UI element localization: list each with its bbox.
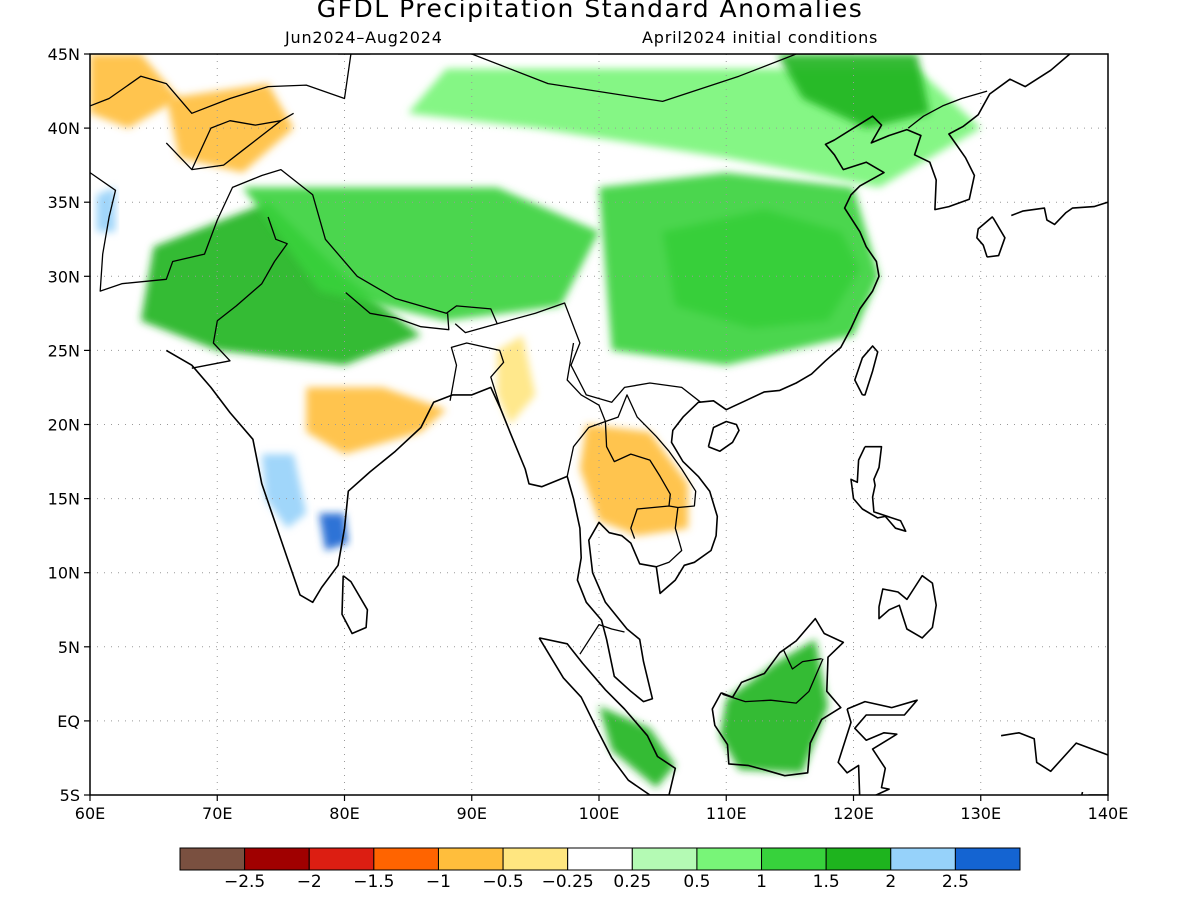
colorbar-label: −0.25 bbox=[542, 872, 594, 892]
country-border bbox=[338, 54, 854, 103]
coastline bbox=[538, 637, 677, 795]
anomaly-region-11 bbox=[90, 54, 180, 129]
coastline bbox=[341, 575, 369, 635]
colorbar-label: 2.5 bbox=[942, 872, 969, 892]
anomaly-region-8 bbox=[261, 454, 307, 529]
lat-tick-label: EQ bbox=[57, 712, 80, 731]
colorbar-label: 1 bbox=[756, 872, 767, 892]
lat-tick-label: 45N bbox=[48, 45, 80, 64]
colorbar-label: 2 bbox=[885, 872, 896, 892]
colorbar-label: −1 bbox=[426, 872, 451, 892]
country-border bbox=[165, 120, 282, 171]
country-border bbox=[782, 649, 822, 670]
colorbar-swatch bbox=[825, 847, 892, 871]
anomaly-region-7 bbox=[579, 424, 689, 536]
colorbar: −2.5 −2 −1.5 −1 −0.5 −0.25 0.25 0.5 1 1.5 2 2.5 bbox=[179, 847, 1021, 892]
coastline bbox=[711, 617, 845, 777]
colorbar-label: 1.5 bbox=[813, 872, 840, 892]
coastline bbox=[165, 54, 1071, 703]
colorbar-swatch bbox=[179, 847, 246, 871]
initial-conditions: April2024 initial conditions bbox=[642, 28, 879, 47]
colorbar-label: −1.5 bbox=[353, 872, 394, 892]
lat-tick-label: 5N bbox=[58, 638, 80, 657]
country-border bbox=[90, 54, 352, 114]
lon-tick-label: 80E bbox=[329, 804, 359, 823]
coastline bbox=[878, 574, 938, 639]
country-border bbox=[566, 342, 607, 477]
lon-tick-label: 70E bbox=[202, 804, 232, 823]
lat-tick-label: 10N bbox=[48, 564, 80, 583]
anomaly-region-9 bbox=[319, 513, 349, 551]
colorbar-label: −2.5 bbox=[224, 872, 265, 892]
anomaly-region-3 bbox=[777, 54, 930, 129]
colorbar-swatch bbox=[696, 847, 763, 871]
coastline bbox=[976, 216, 1006, 258]
colorbar-label: 0.5 bbox=[683, 872, 710, 892]
anomaly-shading-layer bbox=[90, 54, 981, 788]
country-border bbox=[656, 507, 683, 568]
country-border bbox=[579, 623, 625, 655]
country-border bbox=[907, 90, 988, 129]
forecast-period: Jun2024–Aug2024 bbox=[285, 28, 443, 47]
anomaly-region-5 bbox=[242, 187, 599, 321]
country-border bbox=[604, 421, 671, 507]
lon-tick-label: 100E bbox=[579, 804, 620, 823]
lat-tick-label: 35N bbox=[48, 193, 80, 212]
lon-tick-label: 90E bbox=[457, 804, 487, 823]
country-border bbox=[454, 323, 498, 334]
lat-tick-label: 20N bbox=[48, 416, 80, 435]
colorbar-swatch bbox=[308, 847, 375, 871]
lat-tick-label: 25N bbox=[48, 341, 80, 360]
coastline bbox=[837, 699, 918, 795]
lat-tick-label: 15N bbox=[48, 490, 80, 509]
colorbar-swatch bbox=[954, 847, 1021, 871]
anomaly-region-4 bbox=[140, 202, 421, 366]
country-border bbox=[722, 658, 824, 704]
anomaly-region-1 bbox=[599, 172, 879, 366]
coastline bbox=[1011, 201, 1108, 226]
anomaly-region-15 bbox=[96, 187, 116, 232]
lon-tick-label: 130E bbox=[960, 804, 1001, 823]
lat-tick-label: 5S bbox=[60, 786, 80, 805]
country-border bbox=[191, 216, 288, 369]
map-title: GFDL Precipitation Standard Anomalies bbox=[316, 0, 864, 23]
coastline bbox=[853, 345, 879, 396]
coastline bbox=[1000, 731, 1108, 773]
colorbar-swatch bbox=[761, 847, 827, 871]
borders-layer bbox=[90, 54, 988, 704]
country-border bbox=[191, 112, 294, 170]
lat-tick-label: 40N bbox=[48, 119, 80, 138]
lon-tick-label: 110E bbox=[706, 804, 747, 823]
colorbar-label: −0.5 bbox=[482, 872, 523, 892]
lon-tick-label: 140E bbox=[1088, 804, 1129, 823]
lon-tick-label: 120E bbox=[833, 804, 874, 823]
country-border bbox=[449, 342, 505, 410]
coastlines-layer bbox=[165, 54, 1108, 795]
colorbar-swatch bbox=[631, 847, 698, 871]
colorbar-swatch bbox=[373, 847, 439, 871]
lat-tick-label: 30N bbox=[48, 267, 80, 286]
colorbar-swatch bbox=[244, 847, 310, 871]
coastline bbox=[850, 445, 907, 533]
country-border bbox=[345, 292, 450, 331]
lon-tick-label: 60E bbox=[75, 804, 105, 823]
anomaly-region-6 bbox=[306, 387, 447, 455]
colorbar-swatch bbox=[890, 847, 956, 871]
anomaly-region-14 bbox=[599, 706, 676, 788]
country-border bbox=[90, 168, 702, 403]
coastline bbox=[707, 420, 740, 453]
country-border bbox=[605, 394, 697, 539]
anomaly-region-13 bbox=[497, 335, 536, 425]
anomaly-region-12 bbox=[166, 83, 294, 173]
colorbar-label: −2 bbox=[297, 872, 322, 892]
colorbar-label: 0.25 bbox=[613, 872, 651, 892]
colorbar-swatch bbox=[502, 847, 569, 871]
anomaly-region-10 bbox=[719, 639, 828, 773]
colorbar-swatch bbox=[567, 847, 633, 871]
colorbar-swatch bbox=[437, 847, 504, 871]
